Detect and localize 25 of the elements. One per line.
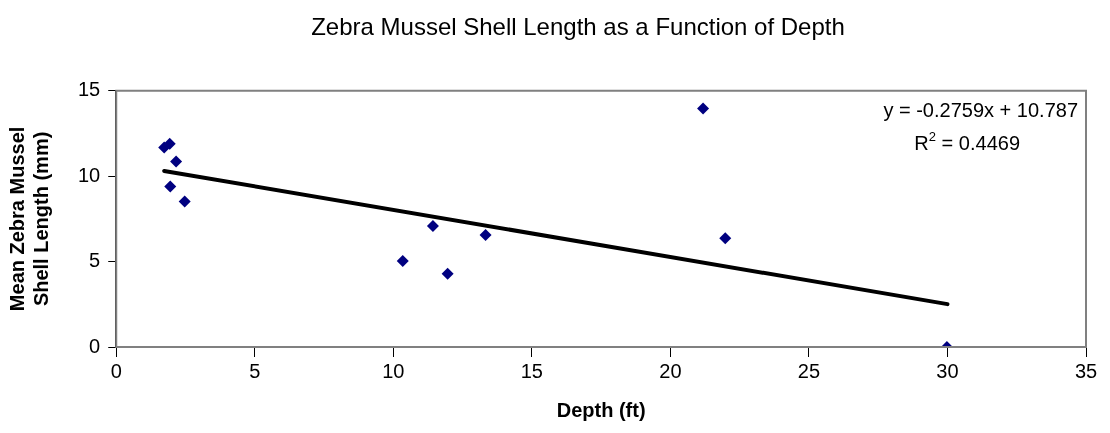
- annotation: y = -0.2759x + 10.787: [883, 98, 1078, 121]
- y-tick-label: 5: [89, 249, 101, 272]
- x-tick-label: 25: [797, 359, 821, 382]
- x-tick-label: 20: [659, 359, 682, 382]
- x-tick-label: 0: [110, 359, 122, 382]
- point: [164, 180, 177, 193]
- x-tick-label: 35: [1074, 359, 1098, 382]
- x-tick-label: 30: [936, 359, 959, 382]
- point: [396, 254, 409, 267]
- x-axis-title: Depth (ft): [556, 398, 646, 421]
- x-tick-label: 15: [520, 359, 543, 382]
- x-tick-label: 10: [382, 359, 405, 382]
- y-axis-title: Mean Zebra Mussel Shell Length (mm): [5, 126, 52, 312]
- point: [441, 267, 454, 280]
- point: [719, 232, 732, 245]
- point: [178, 195, 191, 208]
- point: [479, 228, 492, 241]
- y-tick-label: 10: [78, 163, 101, 186]
- point: [426, 220, 439, 233]
- chart-title: Zebra Mussel Shell Length as a Function of Depth: [311, 13, 845, 41]
- y-tick-label: 15: [78, 78, 101, 101]
- y-tick-label: 0: [89, 334, 101, 357]
- point: [170, 155, 183, 168]
- point: [697, 102, 710, 115]
- x-tick-label: 5: [249, 359, 261, 382]
